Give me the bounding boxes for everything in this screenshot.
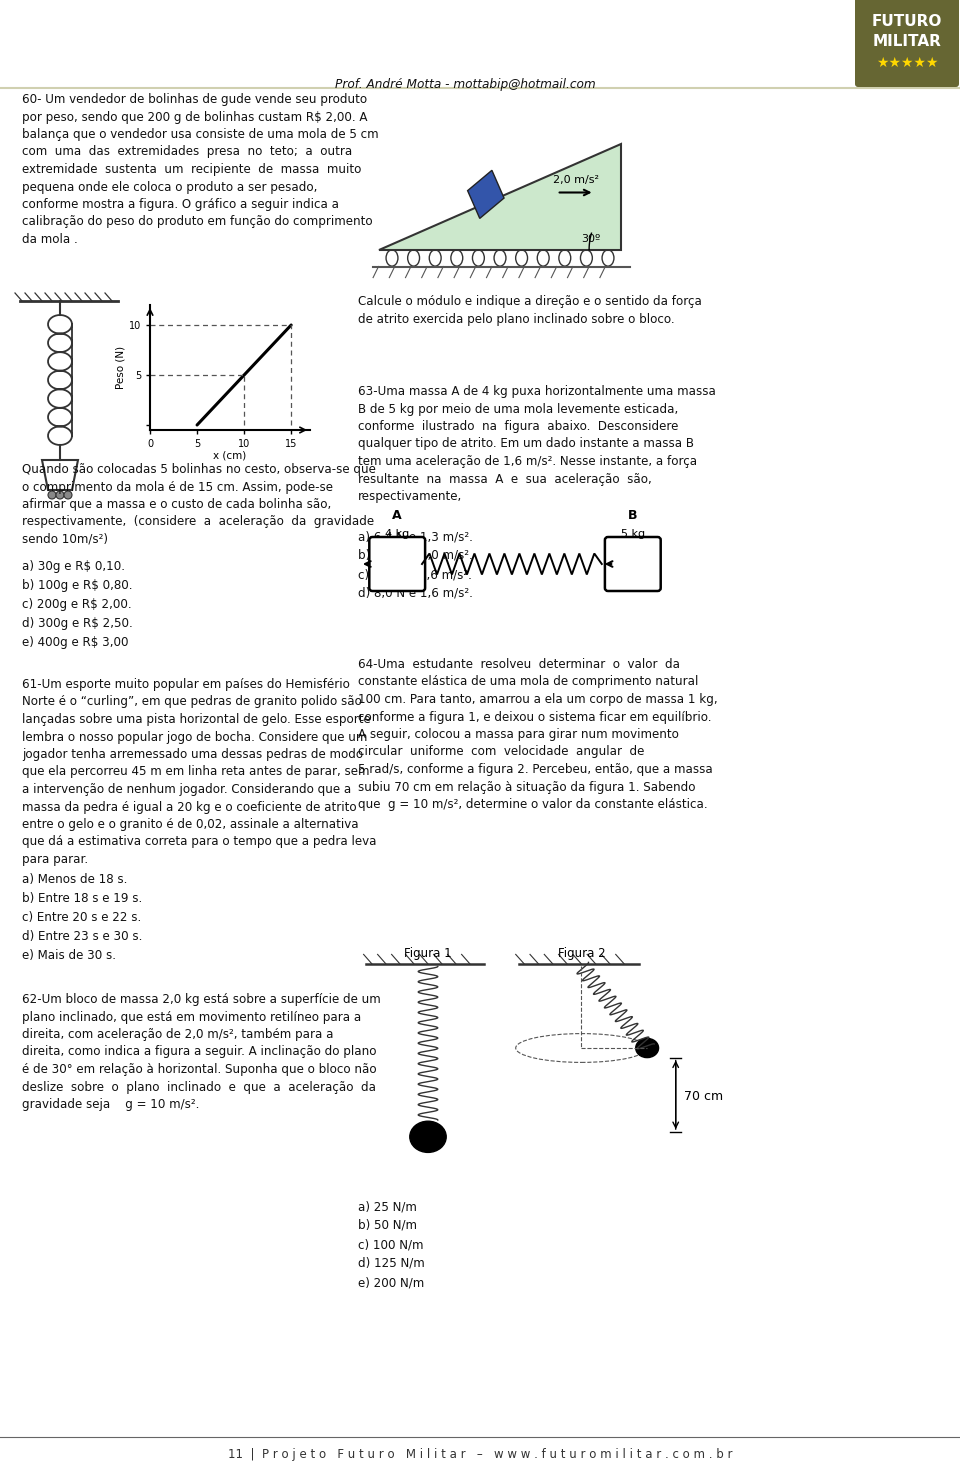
Circle shape xyxy=(636,1039,659,1058)
Text: c) 200g e R$ 2,00.: c) 200g e R$ 2,00. xyxy=(22,598,132,611)
Circle shape xyxy=(429,251,442,267)
Text: 60- Um vendedor de bolinhas de gude vende seu produto
por peso, sendo que 200 g : 60- Um vendedor de bolinhas de gude vend… xyxy=(22,92,378,246)
Circle shape xyxy=(48,491,56,500)
Text: 5 kg: 5 kg xyxy=(621,529,645,539)
Text: e) 200 N/m: e) 200 N/m xyxy=(358,1276,424,1289)
Text: 2,0 m/s²: 2,0 m/s² xyxy=(553,176,599,185)
Circle shape xyxy=(64,491,72,500)
Text: MILITAR: MILITAR xyxy=(873,35,942,50)
FancyBboxPatch shape xyxy=(605,538,660,590)
Circle shape xyxy=(559,251,571,267)
Text: c) 100 N/m: c) 100 N/m xyxy=(358,1238,423,1251)
Circle shape xyxy=(472,251,485,267)
Circle shape xyxy=(516,251,528,267)
Text: c) Entre 20 s e 22 s.: c) Entre 20 s e 22 s. xyxy=(22,911,141,924)
Text: Quando são colocadas 5 bolinhas no cesto, observa-se que
o comprimento da mola é: Quando são colocadas 5 bolinhas no cesto… xyxy=(22,463,376,546)
Text: Figura 2: Figura 2 xyxy=(558,948,605,960)
Circle shape xyxy=(408,251,420,267)
Text: Prof. André Motta - mottabip@hotmail.com: Prof. André Motta - mottabip@hotmail.com xyxy=(335,78,595,91)
Circle shape xyxy=(602,251,614,267)
Text: d) 125 N/m: d) 125 N/m xyxy=(358,1257,424,1270)
Text: 30º: 30º xyxy=(581,234,600,245)
Text: Figura 1: Figura 1 xyxy=(404,948,452,960)
Text: d) 300g e R$ 2,50.: d) 300g e R$ 2,50. xyxy=(22,617,132,630)
Text: 63-Uma massa A de 4 kg puxa horizontalmente uma massa
B de 5 kg por meio de uma : 63-Uma massa A de 4 kg puxa horizontalme… xyxy=(358,385,716,502)
Text: 64-Uma  estudante  resolveu  determinar  o  valor  da
constante elástica de uma : 64-Uma estudante resolveu determinar o v… xyxy=(358,658,718,812)
Polygon shape xyxy=(468,170,504,218)
Text: b) 50 N/m: b) 50 N/m xyxy=(358,1219,417,1232)
FancyBboxPatch shape xyxy=(855,0,959,86)
Circle shape xyxy=(581,251,592,267)
Circle shape xyxy=(56,491,64,500)
Text: b) Entre 18 s e 19 s.: b) Entre 18 s e 19 s. xyxy=(22,892,142,905)
Text: a) 25 N/m: a) 25 N/m xyxy=(358,1200,417,1213)
Y-axis label: Peso (N): Peso (N) xyxy=(116,346,126,390)
Text: 62-Um bloco de massa 2,0 kg está sobre a superfície de um
plano inclinado, que e: 62-Um bloco de massa 2,0 kg está sobre a… xyxy=(22,993,381,1110)
Text: 61-Um esporte muito popular em países do Hemisfério
Norte é o “curling”, em que : 61-Um esporte muito popular em países do… xyxy=(22,678,376,866)
Text: d) Entre 23 s e 30 s.: d) Entre 23 s e 30 s. xyxy=(22,930,142,943)
Text: 70 cm: 70 cm xyxy=(684,1090,724,1103)
Text: c) 0,0 N e 1,6 m/s².: c) 0,0 N e 1,6 m/s². xyxy=(358,568,472,582)
Text: 4 kg: 4 kg xyxy=(385,529,409,539)
Text: b) 100g e R$ 0,80.: b) 100g e R$ 0,80. xyxy=(22,579,132,592)
Text: a) 30g e R$ 0,10.: a) 30g e R$ 0,10. xyxy=(22,560,125,573)
Text: a) 6,4 N e 1,3 m/s².: a) 6,4 N e 1,3 m/s². xyxy=(358,530,473,544)
Polygon shape xyxy=(42,460,78,489)
Circle shape xyxy=(386,251,398,267)
Text: 11  |  P r o j e t o   F u t u r o   M i l i t a r   –   w w w . f u t u r o m i: 11 | P r o j e t o F u t u r o M i l i t… xyxy=(228,1447,732,1461)
Circle shape xyxy=(410,1121,446,1153)
Text: d) 8,0 N e 1,6 m/s².: d) 8,0 N e 1,6 m/s². xyxy=(358,587,473,601)
Polygon shape xyxy=(378,145,621,251)
Text: e) 400g e R$ 3,00: e) 400g e R$ 3,00 xyxy=(22,636,129,649)
Text: b) 8,0 N e 2,0 m/s².: b) 8,0 N e 2,0 m/s². xyxy=(358,549,472,563)
X-axis label: x (cm): x (cm) xyxy=(213,450,247,460)
Text: Calcule o módulo e indique a direção e o sentido da força
de atrito exercida pel: Calcule o módulo e indique a direção e o… xyxy=(358,294,702,325)
FancyBboxPatch shape xyxy=(370,538,425,590)
Text: e) Mais de 30 s.: e) Mais de 30 s. xyxy=(22,949,116,963)
Text: B: B xyxy=(628,508,637,522)
Text: a) Menos de 18 s.: a) Menos de 18 s. xyxy=(22,873,128,886)
Circle shape xyxy=(451,251,463,267)
Circle shape xyxy=(538,251,549,267)
Text: ★★★★★: ★★★★★ xyxy=(876,56,938,70)
Text: FUTURO: FUTURO xyxy=(872,15,942,29)
Text: A: A xyxy=(393,508,402,522)
Circle shape xyxy=(494,251,506,267)
